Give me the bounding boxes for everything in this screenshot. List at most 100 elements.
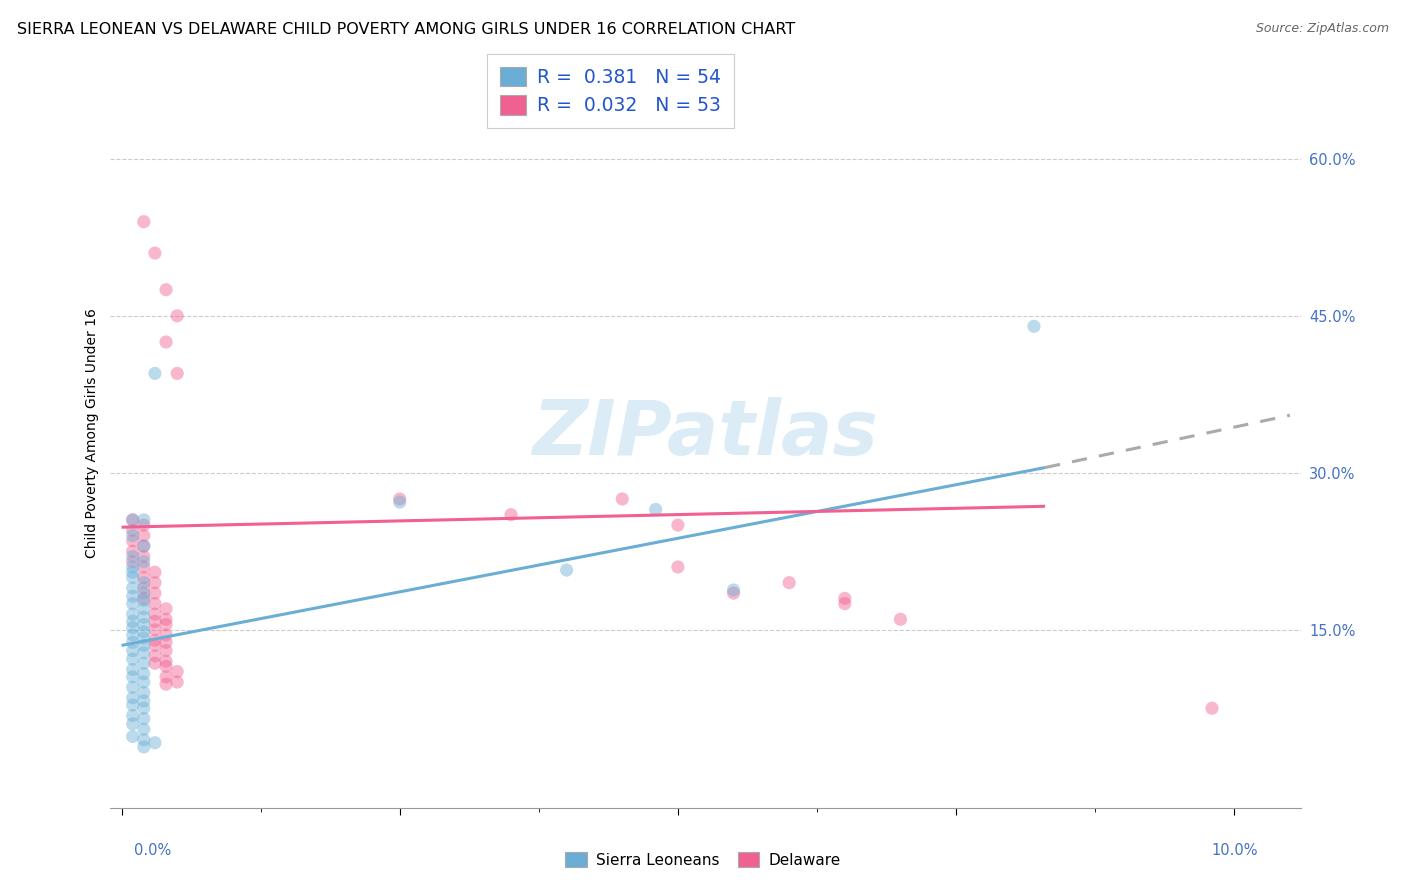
Point bbox=[143, 657, 166, 671]
Point bbox=[121, 670, 143, 684]
Point bbox=[155, 334, 177, 349]
Point bbox=[132, 646, 155, 660]
Point bbox=[555, 563, 578, 577]
Point bbox=[143, 736, 166, 750]
Point bbox=[132, 732, 155, 747]
Point bbox=[132, 701, 155, 715]
Point bbox=[1201, 701, 1223, 715]
Point bbox=[155, 654, 177, 668]
Point bbox=[121, 549, 143, 564]
Point bbox=[143, 615, 166, 629]
Point bbox=[155, 602, 177, 616]
Point bbox=[155, 612, 177, 626]
Point bbox=[121, 544, 143, 558]
Point bbox=[778, 575, 800, 590]
Point bbox=[666, 560, 689, 574]
Point bbox=[121, 589, 143, 603]
Point bbox=[834, 597, 856, 611]
Point bbox=[132, 602, 155, 616]
Point bbox=[155, 670, 177, 684]
Point bbox=[143, 575, 166, 590]
Point bbox=[121, 635, 143, 649]
Point bbox=[132, 685, 155, 699]
Point bbox=[1022, 319, 1045, 334]
Point bbox=[166, 309, 188, 323]
Point bbox=[121, 681, 143, 695]
Point bbox=[155, 635, 177, 649]
Point bbox=[121, 533, 143, 548]
Point bbox=[132, 518, 155, 533]
Text: 10.0%: 10.0% bbox=[1212, 843, 1258, 858]
Point bbox=[155, 643, 177, 657]
Point bbox=[155, 659, 177, 673]
Point bbox=[132, 528, 155, 542]
Point bbox=[132, 666, 155, 681]
Point bbox=[121, 513, 143, 527]
Point bbox=[132, 694, 155, 708]
Point bbox=[132, 593, 155, 607]
Point bbox=[388, 495, 411, 509]
Point bbox=[143, 246, 166, 260]
Point bbox=[121, 597, 143, 611]
Point bbox=[121, 717, 143, 731]
Point bbox=[889, 612, 911, 626]
Point bbox=[143, 639, 166, 653]
Legend: R =  0.381   N = 54, R =  0.032   N = 53: R = 0.381 N = 54, R = 0.032 N = 53 bbox=[486, 54, 734, 128]
Point bbox=[121, 524, 143, 538]
Point bbox=[121, 708, 143, 723]
Text: Source: ZipAtlas.com: Source: ZipAtlas.com bbox=[1256, 22, 1389, 36]
Point bbox=[132, 631, 155, 645]
Point bbox=[132, 539, 155, 553]
Point bbox=[132, 591, 155, 606]
Point bbox=[132, 549, 155, 564]
Point bbox=[666, 518, 689, 533]
Point bbox=[121, 652, 143, 666]
Text: 0.0%: 0.0% bbox=[134, 843, 170, 858]
Point bbox=[121, 730, 143, 744]
Point bbox=[121, 528, 143, 542]
Point bbox=[612, 491, 634, 506]
Point bbox=[388, 491, 411, 506]
Text: ZIPatlas: ZIPatlas bbox=[533, 397, 879, 471]
Point bbox=[644, 502, 666, 516]
Point bbox=[121, 555, 143, 569]
Point bbox=[121, 565, 143, 579]
Point bbox=[132, 513, 155, 527]
Point bbox=[121, 560, 143, 574]
Point bbox=[132, 624, 155, 639]
Point bbox=[132, 581, 155, 595]
Point bbox=[121, 690, 143, 705]
Point bbox=[132, 657, 155, 671]
Point bbox=[143, 623, 166, 637]
Point bbox=[155, 628, 177, 642]
Point bbox=[132, 722, 155, 736]
Point bbox=[121, 663, 143, 677]
Point bbox=[132, 675, 155, 690]
Point bbox=[132, 575, 155, 590]
Point bbox=[155, 677, 177, 691]
Point bbox=[121, 570, 143, 584]
Point bbox=[132, 555, 155, 569]
Point bbox=[132, 712, 155, 726]
Point bbox=[132, 610, 155, 624]
Point bbox=[132, 586, 155, 600]
Point bbox=[143, 565, 166, 579]
Point bbox=[155, 283, 177, 297]
Point bbox=[132, 560, 155, 574]
Point bbox=[834, 591, 856, 606]
Point bbox=[143, 597, 166, 611]
Point bbox=[143, 367, 166, 381]
Point bbox=[121, 643, 143, 657]
Point bbox=[121, 698, 143, 712]
Point bbox=[143, 607, 166, 621]
Point bbox=[143, 586, 166, 600]
Legend: Sierra Leoneans, Delaware: Sierra Leoneans, Delaware bbox=[560, 846, 846, 873]
Point bbox=[143, 648, 166, 663]
Point bbox=[499, 508, 522, 522]
Point bbox=[132, 617, 155, 632]
Point bbox=[166, 367, 188, 381]
Point bbox=[121, 621, 143, 635]
Y-axis label: Child Poverty Among Girls Under 16: Child Poverty Among Girls Under 16 bbox=[86, 309, 100, 558]
Point bbox=[121, 581, 143, 595]
Point bbox=[121, 615, 143, 629]
